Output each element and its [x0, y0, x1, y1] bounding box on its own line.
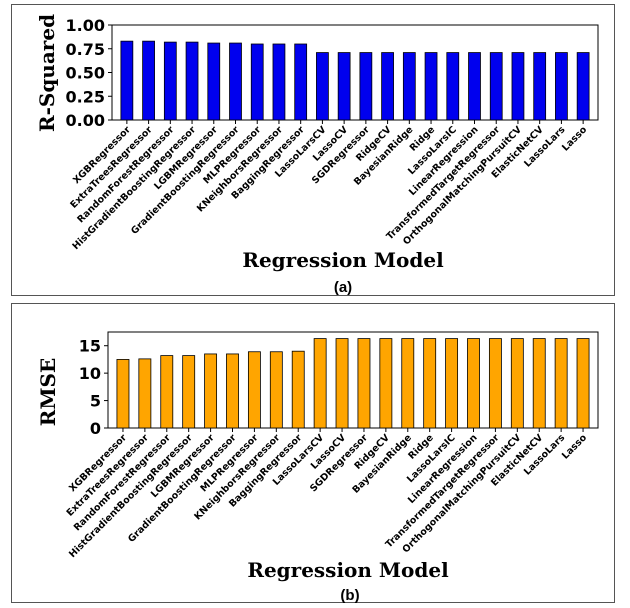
x-axis-label: Regression Model [247, 558, 449, 582]
y-tick-label: 0.25 [66, 87, 105, 106]
bar [576, 338, 590, 429]
bar [182, 355, 196, 429]
x-tick-label: Lasso [560, 432, 590, 462]
bar [555, 52, 568, 121]
y-tick-label: 1.00 [66, 16, 105, 35]
bar [402, 52, 416, 121]
plot-frame [111, 24, 599, 121]
y-tick-label: 0 [90, 419, 101, 438]
bar [160, 355, 174, 429]
plot-frame [107, 331, 599, 429]
x-axis-label: Regression Model [242, 248, 444, 272]
bar [488, 338, 502, 429]
y-tick-label: 0.75 [66, 40, 105, 59]
bar [337, 52, 351, 121]
bar [247, 351, 261, 429]
chart-panel-b: RMSE Regression Model (b) 0 5 10 15 XGBRegre… [11, 303, 615, 604]
bar [359, 52, 373, 121]
bar [142, 40, 155, 121]
rmse-chart: RMSE Regression Model (b) 051015XGBRegre… [36, 331, 599, 604]
y-tick-label: 0.50 [66, 64, 105, 83]
bar [511, 52, 525, 121]
bar [401, 338, 415, 429]
bar [204, 353, 218, 429]
bar [467, 338, 480, 429]
bar [207, 42, 221, 121]
bar [163, 41, 177, 121]
bar [468, 52, 481, 121]
bar [294, 43, 308, 121]
bar [229, 42, 242, 121]
bar [335, 338, 349, 429]
bar [313, 338, 327, 429]
bar [446, 52, 460, 121]
bar [272, 43, 286, 121]
bar [120, 40, 134, 121]
y-tick-label: 0.00 [66, 111, 105, 130]
y-axis-label: R-Squared [35, 14, 59, 132]
bar [424, 52, 438, 121]
y-axis-label: RMSE [36, 358, 60, 426]
bar [554, 338, 568, 429]
bar [357, 338, 371, 429]
r-squared-chart: R-Squared Regression Model (a) 0.00 0.25 0… [35, 14, 599, 296]
bar [138, 358, 152, 429]
chart-panel-a: R-Squared Regression Model (a) 0.00 0.25 0… [11, 4, 615, 296]
bar [576, 52, 590, 121]
y-tick-label: 10 [79, 364, 101, 383]
bar [489, 52, 503, 121]
bar [533, 52, 547, 121]
bar [316, 52, 329, 121]
bar [116, 359, 130, 429]
bar [423, 338, 437, 429]
bar [532, 338, 546, 429]
bar [510, 338, 524, 429]
bar [291, 350, 305, 429]
bar [269, 351, 283, 429]
bar [381, 52, 394, 121]
bar [250, 43, 264, 121]
y-tick-label: 5 [90, 392, 101, 411]
x-tick-label: Lasso [560, 124, 590, 154]
bar [379, 338, 393, 429]
panel-caption: (b) [340, 587, 359, 604]
y-tick-label: 15 [79, 337, 101, 356]
bar [445, 338, 459, 429]
panel-caption: (a) [334, 279, 352, 296]
bar [226, 353, 239, 429]
bar [185, 41, 199, 121]
